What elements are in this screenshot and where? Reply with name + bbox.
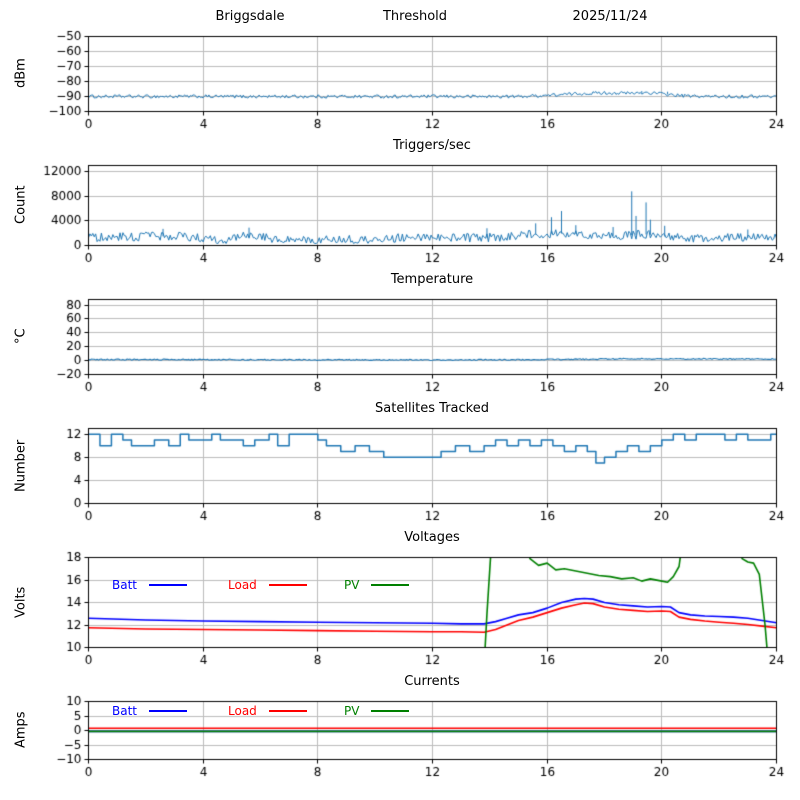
ylabel-number: Number xyxy=(13,439,29,492)
currents-legend-batt-label: Batt xyxy=(112,704,137,718)
voltages-legend-pv: PV xyxy=(344,578,410,592)
currents-title: Currents xyxy=(404,674,460,689)
ylabel-dbm: dBm xyxy=(13,58,29,89)
panel-currents-title-row: Currents xyxy=(0,669,800,695)
satellites-chart xyxy=(0,422,800,525)
currents-legend-pv-label: PV xyxy=(344,704,360,718)
voltages-plot-area: Volts Batt Load PV xyxy=(0,551,800,669)
threshold-title: Threshold xyxy=(382,9,448,24)
voltages-legend-batt: Batt xyxy=(112,578,187,592)
voltages-title: Voltages xyxy=(404,530,460,545)
currents-legend-batt: Batt xyxy=(112,704,187,718)
signal-level-chart xyxy=(0,30,800,133)
panel-triggers-title-row: Triggers/sec xyxy=(0,133,800,159)
ylabel-count: Count xyxy=(13,185,29,225)
temperature-chart xyxy=(0,293,800,396)
voltages-chart xyxy=(0,551,800,669)
panel-temperature: Temperature °C xyxy=(0,267,800,396)
satellites-plot-area: Number xyxy=(0,422,800,525)
panel-temperature-title-row: Temperature xyxy=(0,267,800,293)
currents-legend-batt-line xyxy=(149,710,187,712)
panel-satellites: Satellites Tracked Number xyxy=(0,396,800,525)
triggers-chart xyxy=(0,159,800,267)
panel-triggers: Triggers/sec Count xyxy=(0,133,800,267)
voltages-legend-batt-label: Batt xyxy=(112,578,137,592)
voltages-legend-pv-label: PV xyxy=(344,578,360,592)
ylabel-amps: Amps xyxy=(13,711,29,749)
currents-legend-pv: PV xyxy=(344,704,410,718)
panel-voltages: Voltages Volts Batt Load PV xyxy=(0,525,800,669)
voltages-legend-load-line xyxy=(268,584,307,586)
currents-legend-load: Load xyxy=(228,704,307,718)
panel-currents: Currents Amps Batt Load PV xyxy=(0,669,800,781)
date-label: 2025/11/24 xyxy=(572,9,648,24)
triggers-plot-area: Count xyxy=(0,159,800,267)
station-name: Briggsdale xyxy=(215,9,285,24)
currents-chart xyxy=(0,695,800,781)
currents-legend-load-line xyxy=(268,710,307,712)
voltages-legend-load-label: Load xyxy=(228,578,257,592)
triggers-title: Triggers/sec xyxy=(393,138,471,153)
currents-plot-area: Amps Batt Load PV xyxy=(0,695,800,781)
temperature-title: Temperature xyxy=(390,272,474,287)
panel-signal-title-row: Briggsdale Threshold 2025/11/24 xyxy=(0,4,800,30)
currents-legend-pv-line xyxy=(371,710,410,712)
temperature-plot-area: °C xyxy=(0,293,800,396)
panel-signal-level: Briggsdale Threshold 2025/11/24 dBm xyxy=(0,4,800,133)
voltages-legend-load: Load xyxy=(228,578,307,592)
ylabel-volts: Volts xyxy=(13,586,29,618)
ylabel-celsius: °C xyxy=(13,328,29,345)
satellites-title: Satellites Tracked xyxy=(375,401,489,416)
signal-plot-area: dBm xyxy=(0,30,800,133)
panel-satellites-title-row: Satellites Tracked xyxy=(0,396,800,422)
voltages-legend-batt-line xyxy=(149,584,187,586)
panel-voltages-title-row: Voltages xyxy=(0,525,800,551)
voltages-legend-pv-line xyxy=(371,584,410,586)
currents-legend-load-label: Load xyxy=(228,704,257,718)
